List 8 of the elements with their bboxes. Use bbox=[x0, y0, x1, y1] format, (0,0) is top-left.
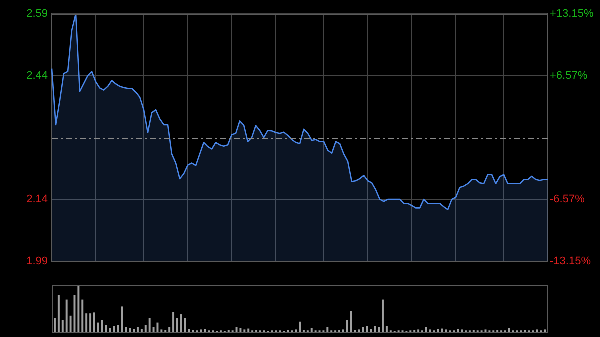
y-tick-label: 2.14 bbox=[26, 194, 48, 206]
y2-tick-label: -6.57% bbox=[550, 194, 586, 206]
y2-tick-label: -13.15% bbox=[550, 255, 592, 268]
y-tick-label: 2.44 bbox=[26, 70, 48, 82]
y-tick-label: 1.99 bbox=[26, 255, 48, 268]
y-tick-label: 2.59 bbox=[26, 8, 48, 20]
y2-tick-label: +6.57% bbox=[550, 70, 588, 82]
y2-tick-label: +13.15% bbox=[550, 8, 594, 20]
